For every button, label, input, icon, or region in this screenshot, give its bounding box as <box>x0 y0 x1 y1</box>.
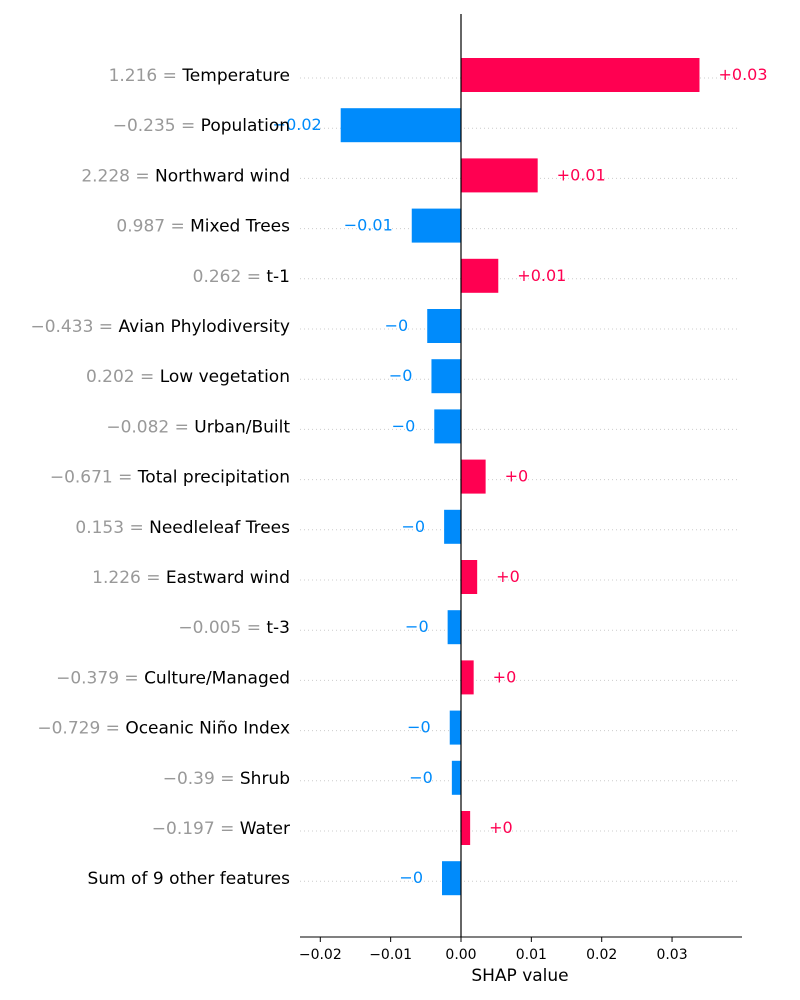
feature-label: 0.202 = Low vegetation <box>86 367 290 387</box>
feature-label: 2.228 = Northward wind <box>81 166 290 186</box>
feature-label: 0.987 = Mixed Trees <box>116 217 290 237</box>
shap-bar-11 <box>461 560 477 594</box>
x-tick-label: 0.01 <box>516 947 547 963</box>
shap-bar-2 <box>341 108 461 142</box>
x-axis: −0.02 −0.01 0.00 0.01 0.02 0.03 <box>299 14 742 963</box>
feature-value: −0.379 = <box>56 668 144 688</box>
shap-value-label: −0 <box>392 416 416 435</box>
feature-labels: +0.031.216 = Temperature−0.02−0.235 = Po… <box>30 65 767 889</box>
feature-name: Low vegetation <box>160 367 290 387</box>
shap-bar-7 <box>431 359 461 393</box>
feature-name: t-1 <box>266 267 290 287</box>
feature-value: −0.082 = <box>106 417 194 437</box>
feature-label: −0.379 = Culture/Managed <box>56 668 290 688</box>
feature-value: −0.433 = <box>30 317 118 337</box>
shap-value-label: −0 <box>399 868 423 887</box>
shap-value-label: +0 <box>489 818 513 837</box>
feature-label: −0.082 = Urban/Built <box>106 417 290 437</box>
feature-label: −0.235 = Population <box>113 116 290 136</box>
x-axis-label: SHAP value <box>471 966 568 986</box>
feature-name: t-3 <box>266 618 290 638</box>
feature-label: −0.197 = Water <box>152 819 290 839</box>
feature-name: Culture/Managed <box>144 668 290 688</box>
shap-value-label: −0.01 <box>344 216 393 235</box>
x-tick-label: −0.01 <box>369 947 412 963</box>
feature-value: −0.005 = <box>178 618 266 638</box>
feature-name: Avian Phylodiversity <box>118 317 290 337</box>
feature-name: Urban/Built <box>194 417 290 437</box>
feature-value: −0.729 = <box>37 719 125 739</box>
shap-value-label: +0 <box>493 667 517 686</box>
feature-value: 0.202 = <box>86 367 160 387</box>
feature-name: Water <box>240 819 290 839</box>
feature-value: −0.39 = <box>163 769 240 789</box>
feature-value: 0.153 = <box>75 518 149 538</box>
shap-bar-13 <box>461 660 474 694</box>
feature-value: 0.987 = <box>116 217 190 237</box>
feature-label: −0.671 = Total precipitation <box>50 468 290 488</box>
feature-value: −0.197 = <box>152 819 240 839</box>
shap-value-label: −0 <box>389 366 413 385</box>
shap-bar-16 <box>461 811 470 845</box>
feature-label: 0.153 = Needleleaf Trees <box>75 518 290 538</box>
feature-name: Sum of 9 other features <box>88 869 291 889</box>
shap-value-label: +0.03 <box>718 65 767 84</box>
shap-bar-14 <box>450 711 461 745</box>
feature-label: −0.39 = Shrub <box>163 769 290 789</box>
shap-bar-8 <box>434 409 461 443</box>
feature-name: Shrub <box>240 769 290 789</box>
feature-label: 0.262 = t-1 <box>193 267 290 287</box>
feature-value: 1.216 = <box>109 66 183 86</box>
shap-value-label: −0 <box>385 316 409 335</box>
shap-bar-4 <box>412 209 461 243</box>
x-tick-label: 0.02 <box>586 947 617 963</box>
shap-bar-9 <box>461 460 486 494</box>
feature-value: −0.671 = <box>50 468 138 488</box>
shap-value-label: +0.01 <box>557 165 606 184</box>
shap-value-label: −0 <box>407 718 431 737</box>
shap-bar-12 <box>448 610 461 644</box>
feature-name: Population <box>201 116 290 136</box>
feature-name: Eastward wind <box>166 568 290 588</box>
feature-label: 1.216 = Temperature <box>109 66 290 86</box>
feature-name: Mixed Trees <box>190 217 290 237</box>
feature-label: Sum of 9 other features <box>88 869 291 889</box>
shap-value-label: +0 <box>496 567 520 586</box>
x-tick-label: 0.00 <box>445 947 476 963</box>
shap-bar-17 <box>442 861 461 895</box>
x-tick-label: 0.03 <box>656 947 687 963</box>
feature-name: Total precipitation <box>137 468 290 488</box>
shap-value-label: −0 <box>409 768 433 787</box>
feature-label: −0.729 = Oceanic Niño Index <box>37 719 290 739</box>
shap-value-label: −0 <box>405 617 429 636</box>
feature-name: Temperature <box>181 66 290 86</box>
feature-label: −0.433 = Avian Phylodiversity <box>30 317 290 337</box>
shap-bar-15 <box>452 761 461 795</box>
feature-label: 1.226 = Eastward wind <box>92 568 290 588</box>
feature-name: Oceanic Niño Index <box>125 719 290 739</box>
shap-value-label: +0.01 <box>517 266 566 285</box>
feature-value: 1.226 = <box>92 568 166 588</box>
feature-name: Northward wind <box>155 166 290 186</box>
feature-value: −0.235 = <box>113 116 201 136</box>
shap-value-label: +0 <box>505 467 529 486</box>
feature-value: 0.262 = <box>193 267 267 287</box>
shap-bar-3 <box>461 158 538 192</box>
feature-label: −0.005 = t-3 <box>178 618 290 638</box>
shap-bar-6 <box>427 309 461 343</box>
shap-bar-5 <box>461 259 498 293</box>
shap-bar-10 <box>444 510 461 544</box>
shap-value-label: −0 <box>402 517 426 536</box>
feature-value: 2.228 = <box>81 166 155 186</box>
x-tick-label: −0.02 <box>299 947 342 963</box>
shap-bar-1 <box>461 58 699 92</box>
feature-name: Needleleaf Trees <box>149 518 290 538</box>
